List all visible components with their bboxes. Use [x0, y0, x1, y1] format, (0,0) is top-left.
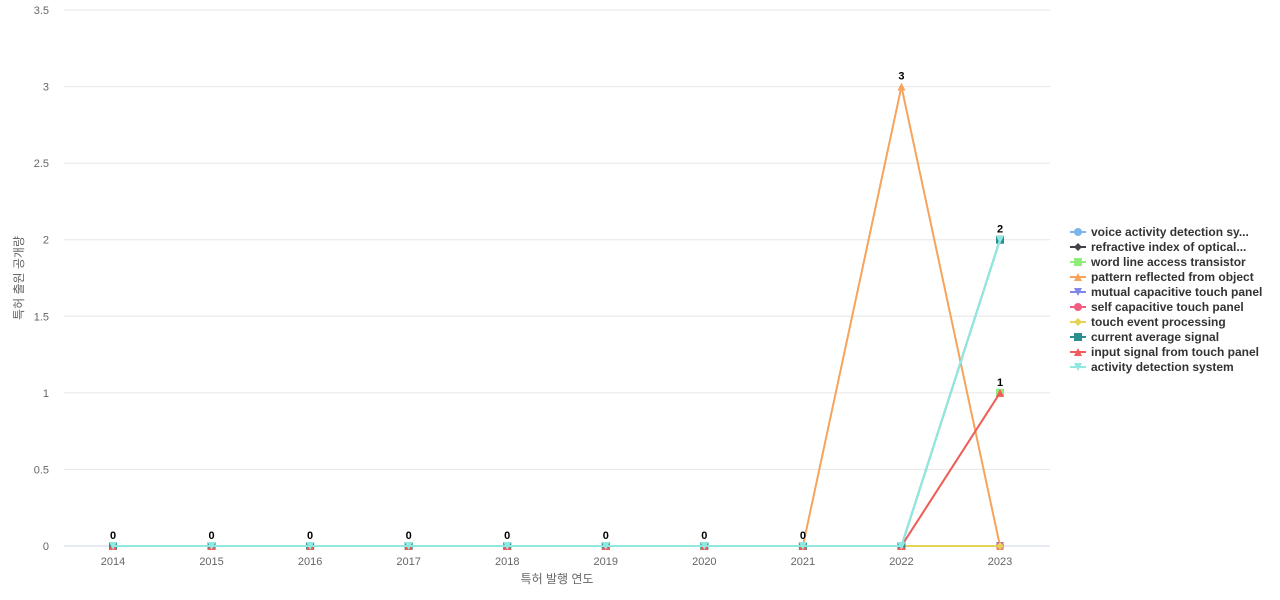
legend-marker [1074, 257, 1082, 266]
data-point [700, 542, 709, 550]
legend-marker [1074, 362, 1082, 371]
y-tick-label: 0 [43, 541, 49, 553]
data-point [996, 388, 1004, 397]
x-tick-label: 2015 [199, 556, 223, 568]
data-point [207, 542, 216, 550]
legend-marker [1074, 302, 1082, 311]
legend-marker [1074, 227, 1082, 236]
data-point [897, 82, 906, 91]
data-point [503, 542, 512, 550]
legend-label: refractive index of optical... [1091, 239, 1247, 254]
data-label: 0 [504, 530, 510, 542]
legend-symbol-icon [1070, 302, 1086, 311]
legend-symbol-icon [1070, 332, 1086, 341]
legend-marker [1074, 332, 1082, 341]
legend-item[interactable]: touch event processing [1070, 314, 1262, 329]
x-tick-label: 2022 [889, 556, 913, 568]
legend-label: input signal from touch panel [1091, 344, 1259, 359]
legend-label: activity detection system [1091, 359, 1234, 374]
x-tick-label: 2014 [101, 556, 125, 568]
legend-label: current average signal [1091, 329, 1220, 344]
legend-label: touch event processing [1091, 314, 1226, 329]
legend-symbol-icon [1070, 242, 1086, 251]
legend-symbol-icon [1070, 227, 1086, 236]
data-point [109, 542, 117, 550]
data-label: 0 [603, 530, 609, 542]
legend-marker [1074, 272, 1082, 281]
legend-item[interactable]: input signal from touch panel [1070, 344, 1262, 359]
legend-label: pattern reflected from object [1091, 269, 1254, 284]
data-label: 0 [800, 530, 806, 542]
y-axis-title: 특허 출원 공개량 [12, 236, 26, 320]
data-label: 3 [898, 71, 904, 83]
data-point [601, 542, 610, 550]
legend-item[interactable]: self capacitive touch panel [1070, 299, 1262, 314]
data-label: 0 [208, 530, 214, 542]
legend-label: mutual capacitive touch panel [1091, 284, 1263, 299]
x-tick-label: 2019 [594, 556, 618, 568]
x-tick-label: 2018 [495, 556, 519, 568]
y-tick-label: 1.5 [34, 311, 49, 323]
series-line [113, 239, 1001, 547]
data-label: 0 [701, 530, 707, 542]
y-tick-label: 0.5 [34, 464, 49, 476]
legend-item[interactable]: pattern reflected from object [1070, 269, 1262, 284]
x-tick-label: 2023 [988, 556, 1012, 568]
series-9 [109, 235, 1004, 550]
legend-symbol-icon [1070, 257, 1086, 266]
line-chart: 0 0.5 1 1.5 2 2.5 3 3.5 2014 2015 2016 2017 2018 2019… [12, 5, 1050, 586]
data-point [306, 542, 315, 550]
legend-item[interactable]: activity detection system [1070, 359, 1262, 374]
legend-marker [1074, 287, 1082, 296]
data-point [404, 542, 413, 550]
y-tick-label: 3.5 [34, 5, 49, 17]
data-point [996, 542, 1004, 550]
legend-symbol-icon [1070, 347, 1086, 356]
legend-item[interactable]: word line access transistor [1070, 254, 1262, 269]
data-label: 0 [110, 530, 116, 542]
legend-item[interactable]: current average signal [1070, 329, 1262, 344]
legend-marker [1074, 317, 1082, 326]
data-label: 1 [997, 377, 1003, 389]
legend-symbol-icon [1070, 287, 1086, 296]
y-tick-label: 2.5 [34, 158, 49, 170]
legend-item[interactable]: refractive index of optical... [1070, 239, 1262, 254]
x-tick-label: 2021 [791, 556, 815, 568]
legend-item[interactable]: mutual capacitive touch panel [1070, 284, 1262, 299]
legend-marker [1074, 242, 1082, 251]
x-tick-label: 2017 [396, 556, 420, 568]
legend-symbol-icon [1070, 317, 1086, 326]
legend-label: word line access transistor [1091, 254, 1246, 269]
y-tick-label: 3 [43, 82, 49, 94]
x-tick-label: 2020 [692, 556, 716, 568]
data-label: 2 [997, 224, 1003, 236]
data-label: 0 [406, 530, 412, 542]
data-point [897, 542, 906, 550]
data-label: 0 [307, 530, 313, 542]
legend-symbol-icon [1070, 362, 1086, 371]
y-tick-label: 2 [43, 235, 49, 247]
data-point [798, 542, 807, 550]
legend-label: self capacitive touch panel [1091, 299, 1244, 314]
legend-marker [1074, 347, 1082, 356]
legend-symbol-icon [1070, 272, 1086, 281]
data-point [996, 235, 1004, 244]
legend-label: voice activity detection sy... [1091, 224, 1249, 239]
legend: voice activity detection sy... refractive… [1070, 224, 1262, 374]
y-tick-label: 1 [43, 388, 49, 400]
x-axis-title: 특허 발행 연도 [521, 571, 594, 586]
legend-item[interactable]: voice activity detection sy... [1070, 224, 1262, 239]
x-tick-label: 2016 [298, 556, 322, 568]
